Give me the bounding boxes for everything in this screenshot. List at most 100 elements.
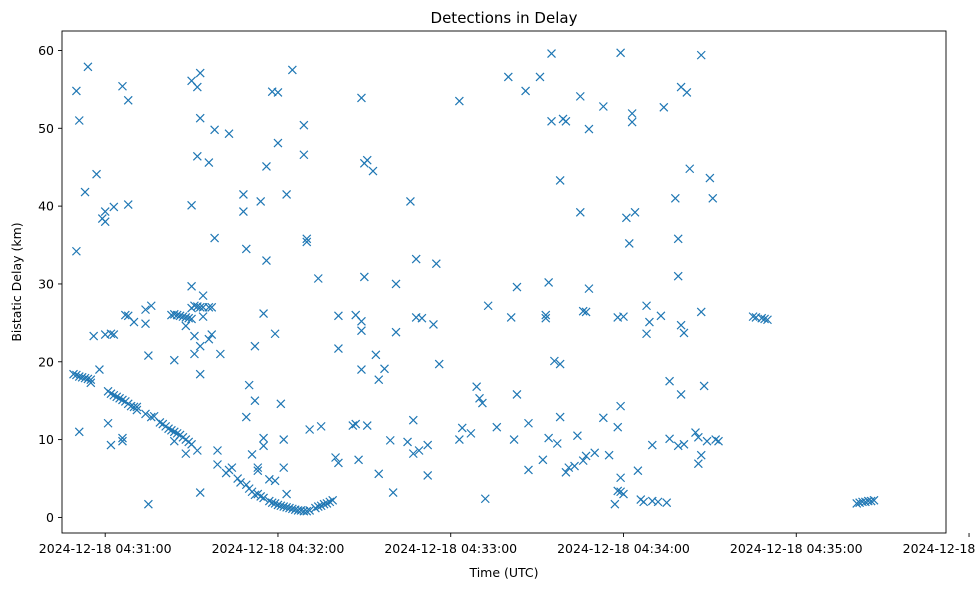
detection-marker	[118, 395, 127, 405]
detection-marker	[86, 378, 96, 388]
y-tick-label: 0	[46, 510, 54, 525]
detection-marker	[109, 390, 119, 400]
detection-marker	[270, 476, 280, 486]
detection-marker	[561, 116, 571, 126]
detection-marker	[264, 474, 274, 484]
detection-marker	[195, 488, 205, 497]
detection-marker	[71, 86, 81, 96]
detection-marker	[642, 329, 651, 339]
detection-marker	[512, 390, 522, 399]
detection-marker	[541, 313, 551, 323]
y-tick-label: 30	[38, 276, 54, 291]
detection-marker	[187, 314, 197, 324]
detection-marker	[483, 301, 493, 311]
detection-marker	[374, 375, 384, 385]
detection-marker	[656, 311, 666, 321]
detection-marker	[215, 349, 225, 359]
detection-marker	[106, 389, 116, 399]
detection-marker	[279, 435, 289, 445]
detection-marker	[273, 138, 283, 148]
detection-marker	[429, 319, 438, 329]
detection-marker	[95, 365, 104, 374]
detection-marker	[647, 440, 657, 450]
detection-marker	[630, 207, 640, 217]
detection-marker	[699, 381, 709, 391]
detection-marker	[195, 341, 205, 351]
detection-marker	[118, 433, 127, 443]
detection-marker	[509, 435, 519, 445]
detection-marker	[414, 446, 424, 455]
detection-marker	[584, 284, 594, 294]
detection-marker	[642, 301, 651, 311]
detection-marker	[408, 449, 418, 459]
detection-marker	[521, 86, 531, 96]
detection-marker	[187, 303, 197, 313]
detection-marker	[129, 317, 139, 327]
detection-marker	[169, 309, 179, 319]
detection-marker	[175, 311, 185, 321]
detection-marker	[207, 330, 217, 339]
detection-marker	[241, 412, 251, 422]
detection-marker	[866, 496, 876, 506]
detection-marker	[852, 499, 862, 508]
detection-marker	[259, 309, 268, 318]
detection-marker	[676, 320, 686, 330]
detection-marker	[331, 453, 340, 462]
detection-marker	[287, 504, 297, 514]
detection-marker	[181, 449, 191, 459]
detection-marker	[357, 365, 366, 374]
detection-marker	[316, 421, 326, 431]
detection-marker	[109, 330, 119, 339]
detection-marker	[250, 341, 260, 351]
detection-marker	[575, 207, 585, 217]
detection-marker	[224, 129, 234, 139]
detection-marker	[466, 428, 476, 438]
detection-marker	[238, 207, 248, 216]
detection-marker	[457, 423, 467, 433]
detection-marker	[613, 422, 623, 432]
detection-marker	[711, 435, 721, 445]
detection-marker	[610, 499, 620, 509]
detection-marker	[411, 254, 421, 264]
detection-marker	[555, 412, 565, 422]
detection-marker	[691, 428, 700, 438]
detection-marker	[714, 436, 723, 446]
detection-marker	[598, 413, 608, 423]
detection-marker	[106, 329, 116, 339]
detection-marker	[357, 93, 366, 103]
detection-marker	[391, 279, 401, 289]
detection-marker	[302, 506, 312, 516]
detection-marker	[270, 499, 280, 508]
detection-marker	[549, 356, 559, 366]
detection-marker	[195, 113, 205, 123]
detection-marker	[169, 355, 179, 365]
detection-marker	[581, 307, 591, 317]
detection-marker	[616, 48, 626, 58]
detection-marker	[659, 102, 669, 112]
detection-marker	[547, 116, 556, 126]
detection-marker	[434, 359, 444, 369]
detection-marker	[169, 436, 179, 446]
detection-marker	[391, 327, 401, 337]
detection-marker	[673, 234, 683, 244]
detection-marker	[334, 458, 343, 468]
detection-marker	[584, 124, 594, 134]
detection-marker	[748, 312, 758, 322]
detection-marker	[673, 441, 683, 451]
detection-marker	[472, 382, 482, 392]
detection-marker	[368, 166, 378, 176]
detection-marker	[146, 412, 156, 422]
detection-marker	[362, 421, 372, 431]
detection-marker	[624, 239, 634, 248]
y-axis-ticks: 0 10 20 30 40 50 60	[38, 43, 62, 525]
detection-marker	[334, 311, 343, 321]
detection-marker	[357, 326, 366, 336]
detection-marker	[506, 312, 516, 322]
detection-marker	[578, 456, 588, 466]
detection-marker	[273, 500, 283, 510]
detection-marker	[322, 499, 332, 508]
detection-marker	[403, 437, 412, 447]
detection-marker	[524, 418, 533, 428]
detection-marker	[166, 425, 176, 435]
detection-marker	[385, 435, 395, 445]
